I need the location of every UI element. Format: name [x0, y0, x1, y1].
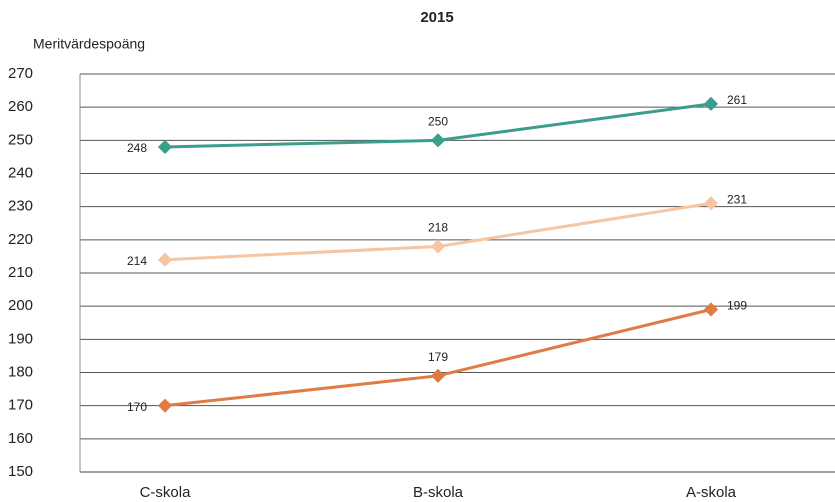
- chart-title: 2015: [420, 9, 453, 26]
- y-tick-label: 170: [8, 397, 33, 414]
- data-label: 179: [428, 350, 448, 364]
- y-tick-label: 210: [8, 264, 33, 281]
- y-tick-label: 150: [8, 463, 33, 480]
- y-tick-label: 240: [8, 164, 33, 181]
- data-label: 248: [127, 141, 147, 155]
- data-label: 261: [727, 93, 747, 107]
- y-tick-label: 220: [8, 231, 33, 248]
- point-marker: [703, 302, 719, 317]
- y-tick-label: 260: [8, 98, 33, 115]
- data-label: 199: [727, 299, 747, 313]
- y-tick-label: 250: [8, 131, 33, 148]
- point-marker: [703, 96, 719, 111]
- data-label: 214: [127, 254, 147, 268]
- y-tick-label: 190: [8, 330, 33, 347]
- y-axis-label: Meritvärdespoäng: [33, 36, 145, 52]
- y-tick-label: 270: [8, 65, 33, 82]
- point-marker: [430, 368, 446, 383]
- y-tick-label: 230: [8, 198, 33, 215]
- point-marker: [430, 133, 446, 148]
- y-tick-label: 160: [8, 430, 33, 447]
- data-label: 231: [727, 193, 747, 207]
- point-marker: [430, 239, 446, 254]
- point-marker: [157, 139, 173, 155]
- data-label: 170: [127, 400, 147, 414]
- data-label: 250: [428, 115, 448, 129]
- x-tick-label: A-skola: [686, 484, 737, 501]
- point-marker: [703, 196, 719, 211]
- data-label: 218: [428, 221, 448, 235]
- point-marker: [157, 252, 173, 267]
- x-tick-label: C-skola: [140, 484, 192, 501]
- y-tick-label: 180: [8, 363, 33, 380]
- y-tick-label: 200: [8, 297, 33, 314]
- x-tick-label: B-skola: [413, 484, 464, 501]
- point-marker: [157, 398, 173, 413]
